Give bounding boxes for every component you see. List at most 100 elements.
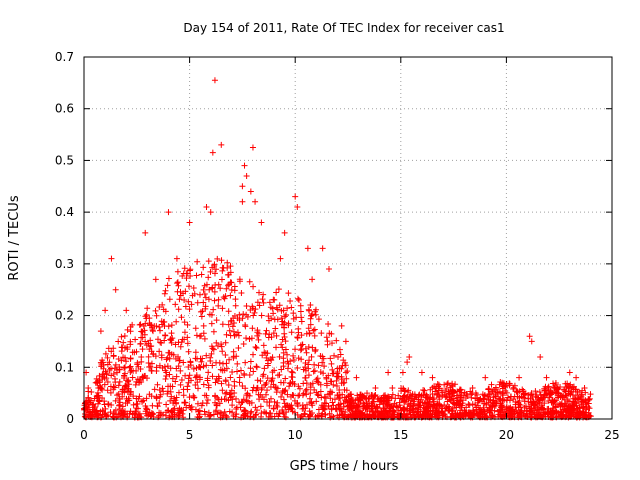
data-point — [282, 346, 289, 353]
data-point — [173, 318, 180, 325]
data-point — [544, 409, 551, 416]
data-point — [179, 273, 186, 280]
data-point — [282, 375, 289, 382]
data-point — [466, 402, 473, 409]
data-point — [517, 404, 524, 411]
data-point — [160, 388, 167, 395]
data-point — [125, 377, 132, 384]
data-point — [143, 395, 150, 402]
data-point — [587, 391, 594, 398]
data-point — [205, 296, 212, 303]
data-point — [130, 401, 137, 408]
data-point — [330, 402, 337, 409]
data-point — [258, 219, 265, 226]
data-point — [107, 389, 114, 396]
data-point — [255, 330, 262, 337]
data-point — [156, 393, 163, 400]
data-point — [499, 385, 506, 392]
data-point — [315, 379, 322, 386]
data-point — [469, 407, 476, 414]
data-point — [120, 354, 127, 361]
data-point — [207, 209, 214, 216]
data-point — [421, 387, 428, 394]
data-point — [489, 399, 496, 406]
data-point — [322, 411, 329, 418]
data-point — [185, 363, 192, 370]
data-point — [88, 388, 95, 395]
data-point — [256, 396, 263, 403]
data-point — [228, 279, 235, 286]
data-point — [213, 339, 220, 346]
data-point — [329, 399, 336, 406]
y-tick-label: 0.4 — [55, 205, 74, 219]
data-point — [188, 377, 195, 384]
data-point — [429, 374, 436, 381]
data-point — [285, 361, 292, 368]
data-point — [526, 333, 533, 340]
data-point — [230, 315, 237, 322]
data-point — [260, 342, 267, 349]
data-point — [236, 374, 243, 381]
data-point — [177, 292, 184, 299]
data-point — [138, 334, 145, 341]
data-point — [186, 219, 193, 226]
data-point — [336, 365, 343, 372]
data-point — [227, 263, 234, 270]
x-tick-label: 10 — [288, 428, 303, 442]
data-point — [311, 367, 318, 374]
data-point — [96, 372, 103, 379]
data-point — [244, 398, 251, 405]
data-point — [192, 355, 199, 362]
data-point — [271, 398, 278, 405]
data-point — [151, 386, 158, 393]
data-point — [136, 410, 143, 417]
data-point — [500, 412, 507, 419]
data-point — [496, 381, 503, 388]
data-point — [431, 383, 438, 390]
data-point — [254, 377, 261, 384]
data-point — [93, 407, 100, 414]
data-point — [442, 405, 449, 412]
data-point — [449, 410, 456, 417]
data-point — [127, 363, 134, 370]
data-point — [155, 412, 162, 419]
data-point — [116, 366, 123, 373]
plot-frame — [83, 56, 613, 420]
data-point — [339, 362, 346, 369]
data-point — [383, 397, 390, 404]
data-point — [219, 387, 226, 394]
data-point — [182, 372, 189, 379]
data-point — [135, 395, 142, 402]
data-point — [472, 390, 479, 397]
data-point — [208, 343, 215, 350]
data-point — [175, 389, 182, 396]
data-point — [196, 407, 203, 414]
data-point — [542, 383, 549, 390]
data-point — [278, 341, 285, 348]
data-point — [257, 403, 264, 410]
data-point — [296, 385, 303, 392]
data-point — [333, 383, 340, 390]
data-point — [295, 296, 302, 303]
data-point — [187, 266, 194, 273]
data-point — [278, 393, 285, 400]
data-point — [240, 311, 247, 318]
data-point — [252, 344, 259, 351]
data-point — [341, 394, 348, 401]
data-point — [207, 268, 214, 275]
data-point — [132, 336, 139, 343]
data-point — [381, 407, 388, 414]
data-point — [193, 364, 200, 371]
data-point — [230, 354, 237, 361]
data-point — [174, 280, 181, 287]
data-point — [278, 315, 285, 322]
data-point — [206, 311, 213, 318]
data-point — [249, 325, 256, 332]
data-point — [389, 391, 396, 398]
data-point — [85, 388, 92, 395]
data-point — [165, 323, 172, 330]
data-point — [256, 289, 263, 296]
data-point — [302, 367, 309, 374]
data-point — [161, 363, 168, 370]
data-point — [146, 391, 153, 398]
